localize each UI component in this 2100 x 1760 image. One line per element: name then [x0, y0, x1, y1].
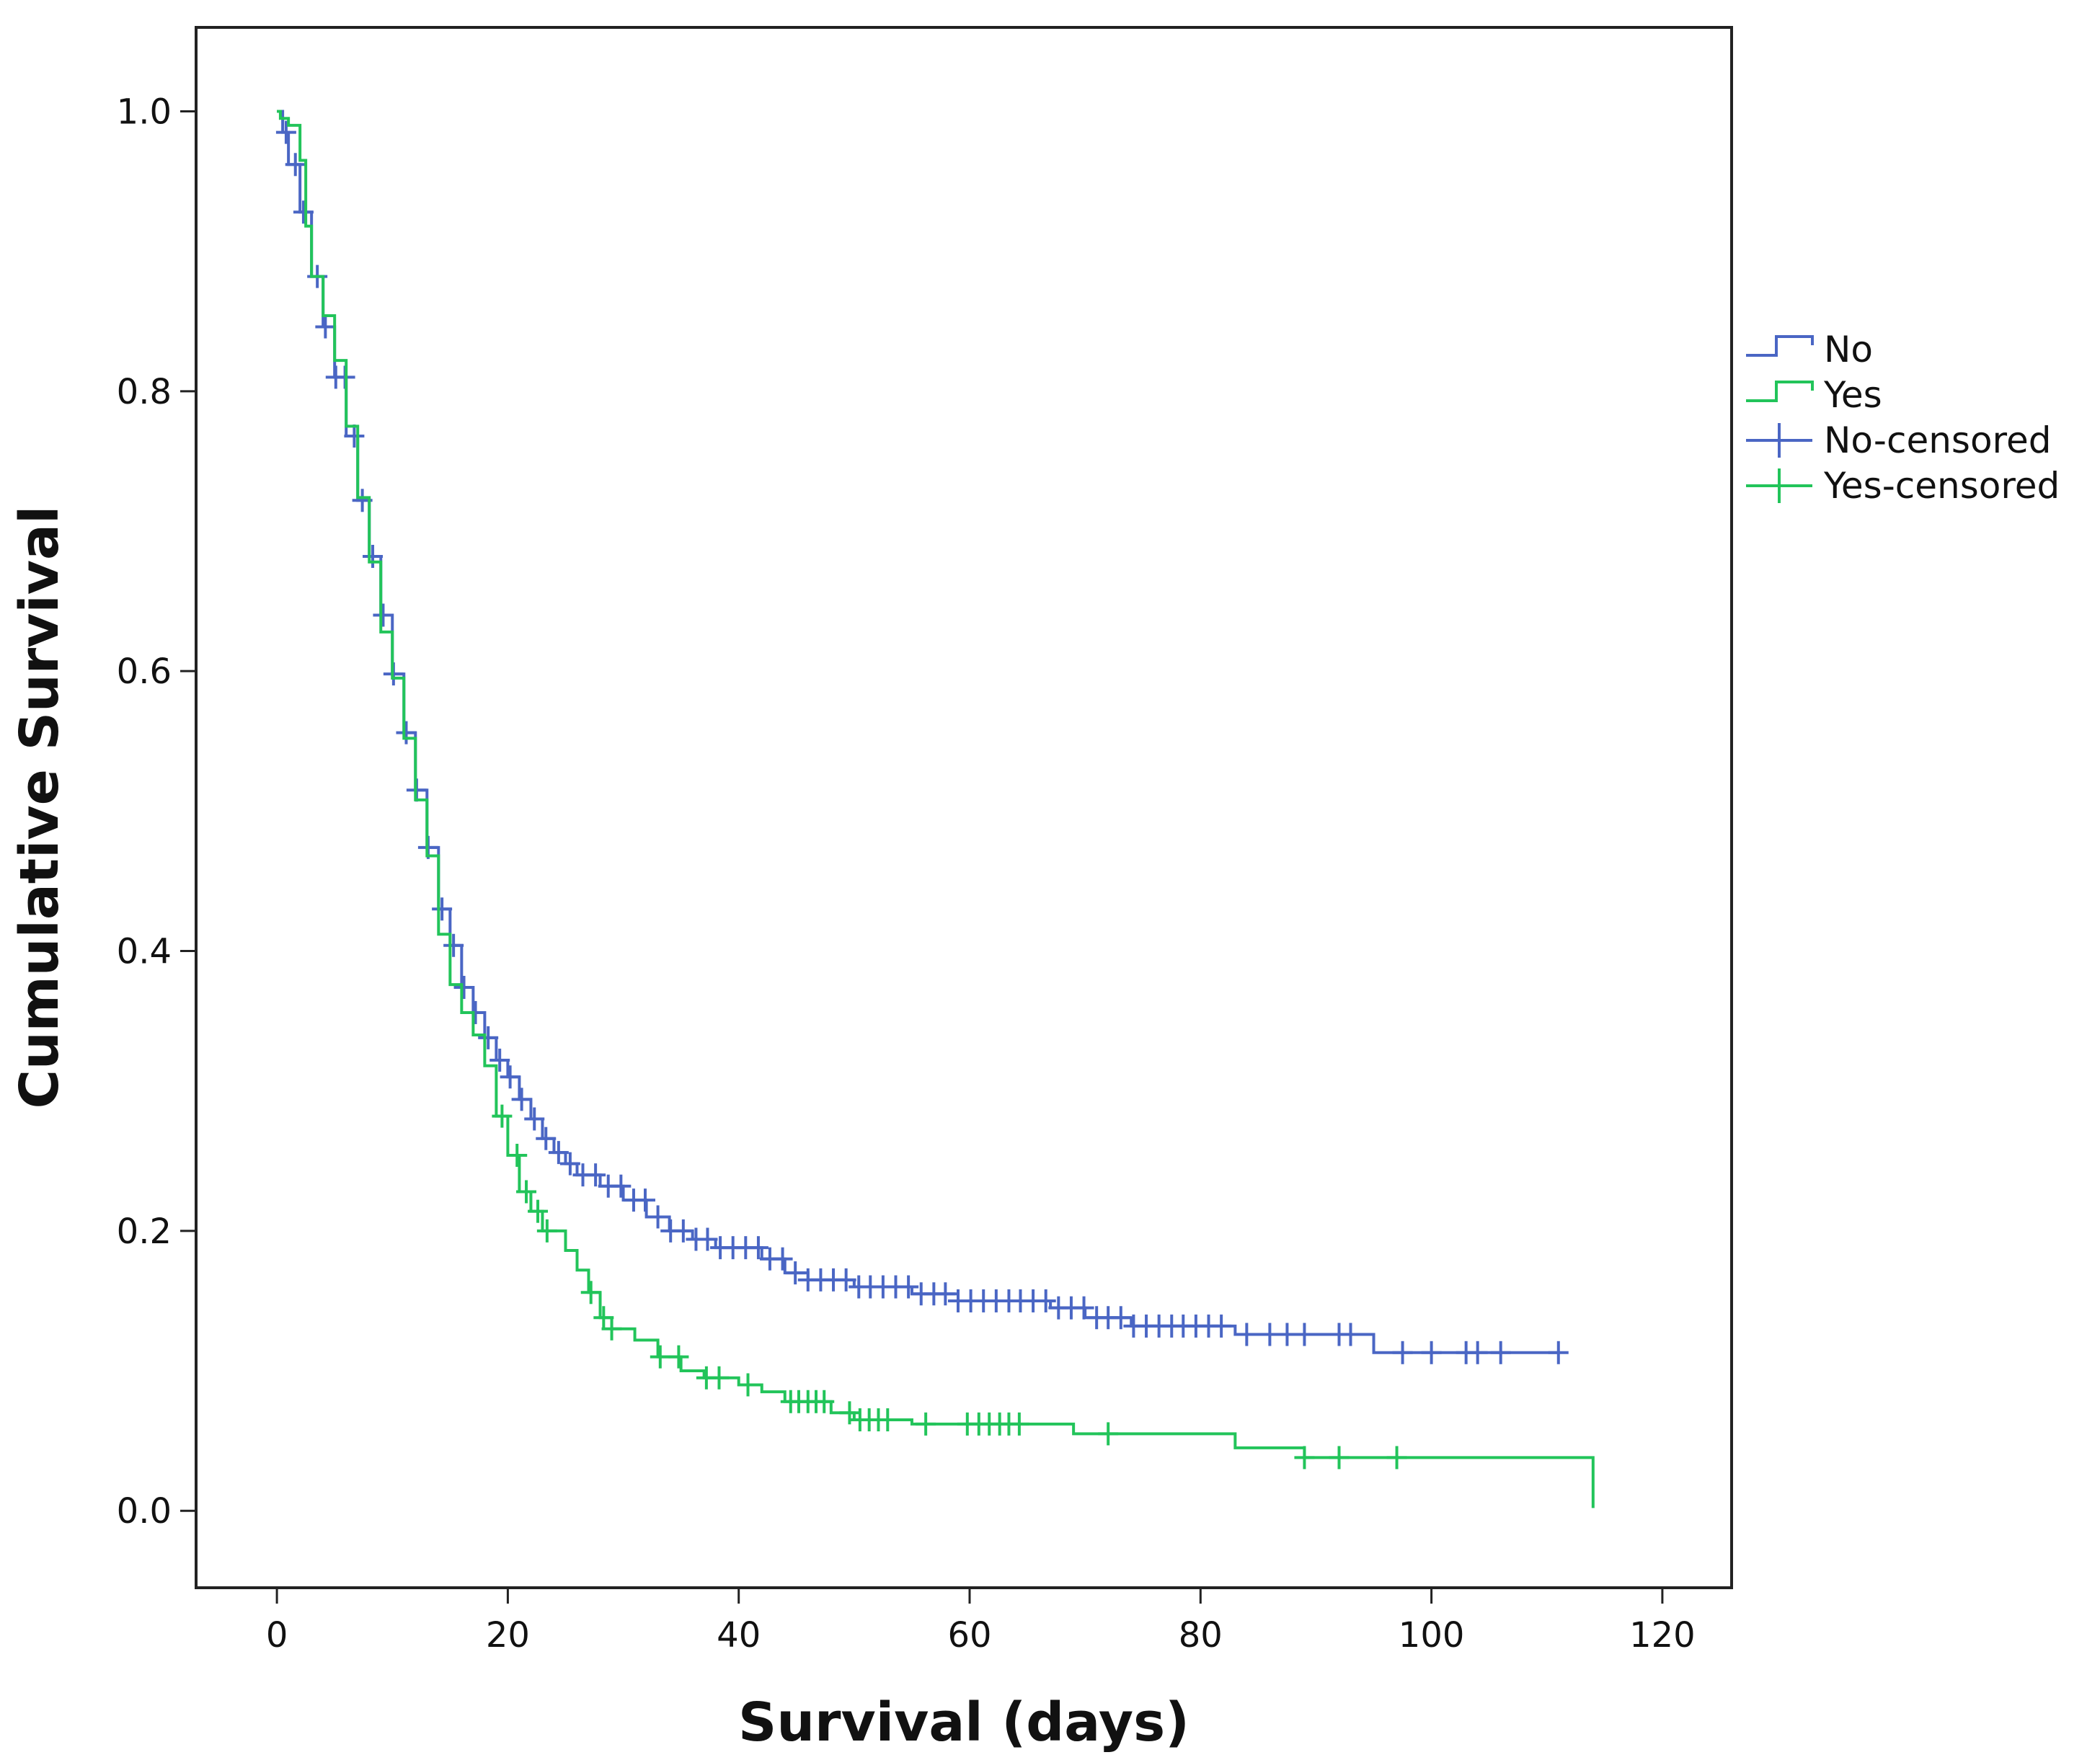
censor-mark-no — [285, 153, 306, 177]
censor-mark-no — [634, 1188, 655, 1212]
censor-mark-no — [453, 976, 474, 1000]
x-axis: 0 20 40 60 80 100 120 — [266, 1588, 1696, 1655]
censor-mark-no — [1294, 1323, 1315, 1346]
censor-mark-no — [500, 1065, 520, 1089]
censor-mark-yes — [1098, 1422, 1119, 1446]
censor-mark-yes — [877, 1408, 898, 1431]
y-tick-label: 0.2 — [117, 1212, 172, 1252]
y-axis-title: Cumulative Survival — [9, 506, 71, 1109]
censor-mark-no — [1277, 1323, 1298, 1346]
censor-mark-no — [697, 1227, 718, 1251]
y-tick-label: 0.8 — [117, 372, 172, 412]
censor-mark-yes — [737, 1373, 758, 1397]
censor-mark-yes — [528, 1199, 549, 1223]
censor-mark-yes — [668, 1345, 689, 1369]
censor-mark-yes — [580, 1281, 601, 1305]
censor-mark-yes — [650, 1345, 670, 1369]
legend-label-yes: Yes — [1823, 374, 1882, 416]
legend-swatch-yes — [1746, 381, 1814, 402]
y-tick-label: 1.0 — [117, 92, 172, 133]
censor-mark-no — [1259, 1323, 1280, 1346]
censor-mark-no — [275, 120, 296, 144]
censor-mark-no — [1110, 1306, 1131, 1330]
censor-mark-no — [1073, 1296, 1094, 1320]
censor-mark-no — [396, 721, 417, 745]
censor-mark-yes — [601, 1317, 622, 1341]
y-axis: 0.0 0.2 0.4 0.6 0.8 1.0 — [117, 92, 196, 1532]
censor-mark-no — [1490, 1341, 1511, 1364]
censor-mark-no — [772, 1247, 793, 1271]
x-tick-label: 80 — [1179, 1615, 1223, 1655]
censor-mark-yes — [709, 1366, 730, 1390]
censor-mark-no — [898, 1275, 919, 1299]
censor-mark-no — [611, 1174, 632, 1198]
x-tick-label: 60 — [947, 1615, 991, 1655]
legend-item-yes-censored: Yes-censored — [1746, 465, 2060, 507]
censor-mark-yes — [492, 1104, 513, 1128]
x-tick-label: 0 — [266, 1615, 288, 1655]
censor-mark-no — [1421, 1341, 1442, 1364]
censor-mark-no — [536, 1126, 557, 1150]
y-tick-label: 0.0 — [117, 1491, 172, 1532]
legend-item-no-censored: No-censored — [1746, 419, 2052, 461]
y-tick-label: 0.6 — [117, 652, 172, 692]
censor-mark-no — [443, 933, 464, 957]
censor-mark-no — [1035, 1289, 1056, 1312]
censor-mark-yes — [507, 1144, 528, 1168]
censor-mark-no — [647, 1205, 668, 1229]
legend-label-yes-censored: Yes-censored — [1823, 465, 2060, 507]
censor-mark-yes — [916, 1412, 936, 1436]
x-tick-label: 120 — [1629, 1615, 1696, 1655]
x-tick-label: 40 — [717, 1615, 761, 1655]
censor-mark-no — [315, 315, 336, 339]
censor-mark-no — [293, 200, 314, 224]
censor-mark-no — [432, 897, 453, 921]
censor-mark-no — [1236, 1323, 1257, 1346]
censor-mark-no — [548, 1141, 569, 1165]
censor-mark-no — [935, 1282, 956, 1306]
censor-mark-no — [1548, 1341, 1569, 1364]
legend-item-no: No — [1746, 329, 1873, 370]
censor-mark-no — [836, 1268, 856, 1292]
y-tick-label: 0.4 — [117, 932, 172, 972]
x-axis-title: Survival (days) — [738, 1692, 1189, 1754]
series-layer — [275, 110, 1595, 1508]
censor-mark-no — [1211, 1314, 1232, 1338]
censor-mark-no — [585, 1163, 606, 1187]
legend-label-no: No — [1824, 329, 1873, 370]
censor-mark-yes — [1294, 1446, 1315, 1470]
legend-item-yes: Yes — [1746, 374, 1882, 416]
censor-mark-no — [1467, 1341, 1488, 1364]
censor-mark-no — [511, 1088, 532, 1111]
censor-mark-no — [344, 424, 365, 448]
x-tick-label: 100 — [1399, 1615, 1465, 1655]
censor-mark-no — [785, 1261, 806, 1285]
censor-mark-no — [559, 1152, 580, 1175]
legend-swatch-no — [1746, 335, 1814, 357]
legend-label-no-censored: No-censored — [1824, 419, 2052, 461]
censor-mark-yes — [814, 1390, 835, 1413]
censor-mark-no — [1340, 1323, 1361, 1346]
censor-mark-no — [1392, 1341, 1413, 1364]
censor-mark-no — [673, 1219, 694, 1243]
censor-mark-yes — [1329, 1446, 1350, 1470]
censor-mark-yes — [516, 1180, 537, 1204]
censor-mark-no — [524, 1107, 545, 1131]
censor-mark-yes — [1386, 1446, 1407, 1470]
censor-mark-no — [478, 1026, 499, 1049]
censor-mark-no — [489, 1048, 510, 1072]
x-tick-label: 20 — [486, 1615, 530, 1655]
censor-mark-no — [373, 603, 394, 627]
plot-frame — [195, 26, 1733, 1589]
censor-mark-no — [748, 1236, 768, 1260]
censor-mark-yes — [839, 1401, 860, 1425]
censor-mark-yes — [1009, 1412, 1029, 1436]
censor-mark-no — [363, 544, 384, 568]
censor-mark-yes — [536, 1219, 557, 1243]
